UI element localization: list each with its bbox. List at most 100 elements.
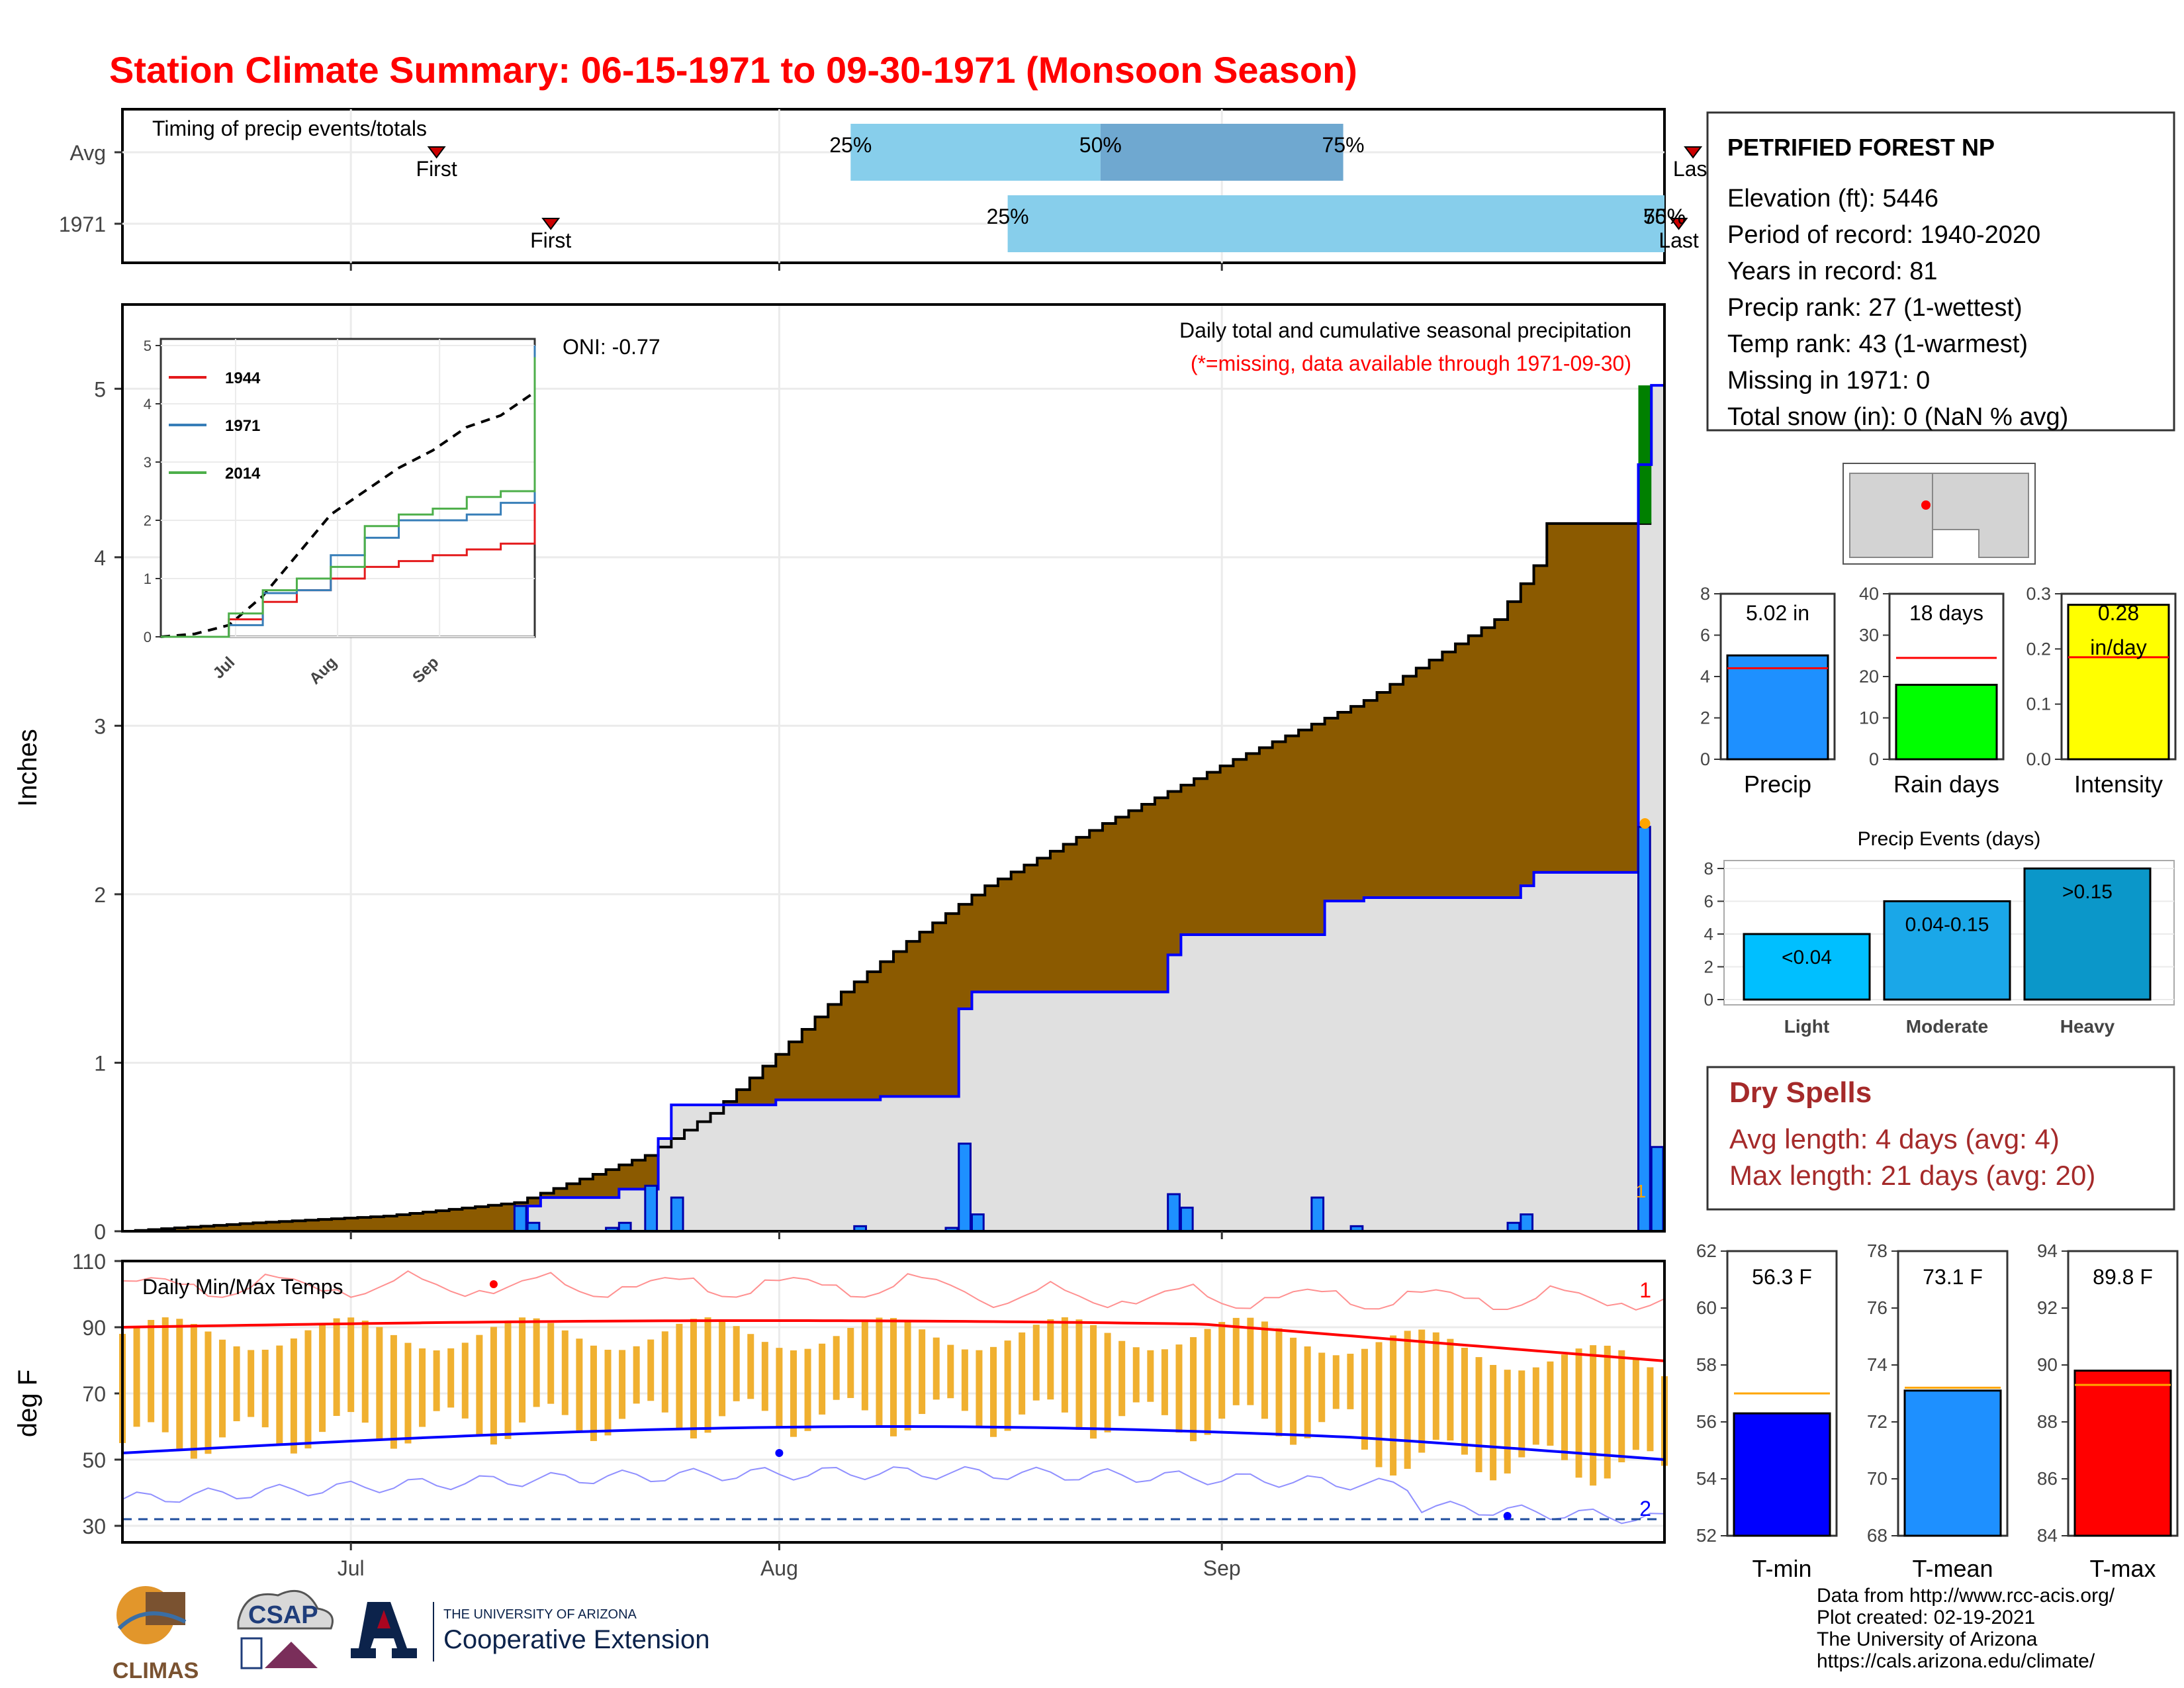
temp-count-bottom: 2: [1639, 1497, 1651, 1521]
timing-bar-50-75: [1100, 124, 1343, 181]
daily-precip-bar: [1650, 1146, 1664, 1233]
temp-xtick-label: Jul: [338, 1556, 365, 1580]
precip-ytick-label: 8: [1700, 584, 1710, 604]
climas-logo: CLIMAS: [113, 1586, 199, 1683]
daily-temp-bar: [819, 1343, 826, 1415]
tmean-ytick-label: 76: [1867, 1297, 1888, 1318]
tmean-ytick-label: 72: [1867, 1411, 1888, 1432]
inset-panel: [159, 338, 536, 638]
p50-label: 50%: [1079, 133, 1122, 157]
precip-ytick-label: 0: [1700, 749, 1710, 769]
raindays-value-label: 18 days: [1909, 601, 1983, 625]
daily-temp-bar: [390, 1335, 397, 1449]
station-location-marker: [1921, 500, 1931, 510]
daily-temp-bar: [1132, 1347, 1140, 1403]
record-high-marker: [489, 1280, 498, 1288]
daily-temp-bar: [1490, 1364, 1497, 1481]
daily-temp-bar: [1318, 1352, 1326, 1423]
daily-temp-bar: [1618, 1350, 1625, 1463]
events-category-label: Moderate: [1906, 1016, 1988, 1037]
record-high-line: [122, 1270, 1665, 1311]
daily-temp-bar: [1532, 1367, 1539, 1445]
daily-temp-bar: [347, 1317, 355, 1413]
daily-temp-bar: [733, 1326, 740, 1401]
tmean-ytick-label: 68: [1867, 1525, 1888, 1546]
main-ytick-label: 2: [94, 883, 106, 907]
raindays-ytick-label: 30: [1859, 626, 1879, 645]
csap-text: CSAP: [248, 1601, 318, 1629]
daily-temp-bar: [376, 1327, 383, 1440]
station-info-box: [1706, 111, 2175, 432]
main-panel-border: [121, 303, 1666, 1233]
dry-spells-line: Max length: 21 days (avg: 20): [1729, 1160, 2095, 1191]
daily-precip-bar: [1167, 1193, 1181, 1233]
raindays-label: Rain days: [1893, 771, 1999, 798]
tmax-ytick-label: 88: [2037, 1411, 2058, 1432]
daily-temp-bar: [1247, 1317, 1254, 1405]
daily-temp-bar: [1547, 1361, 1554, 1446]
tmean-ytick-label: 70: [1867, 1468, 1888, 1489]
daily-temp-bar: [1161, 1349, 1168, 1415]
daily-temp-bar: [561, 1330, 569, 1415]
daily-precip-bar: [1520, 1213, 1534, 1233]
events-bar-label: <0.04: [1782, 947, 1832, 968]
ua-line2: Cooperative Extension: [443, 1625, 709, 1654]
daily-temp-bar: [1047, 1319, 1054, 1400]
intensity-value-label: 0.28: [2098, 601, 2139, 625]
max-daily-marker: [1639, 818, 1651, 829]
record-low-marker: [775, 1449, 784, 1457]
precip-label: Precip: [1744, 771, 1811, 798]
precip-ytick-label: 2: [1700, 708, 1710, 728]
daily-temp-bar: [490, 1327, 497, 1445]
daily-precip-bar: [644, 1184, 659, 1233]
daily-temp-bar: [1261, 1321, 1268, 1419]
daily-temp-bar: [1475, 1357, 1482, 1473]
tmin-bar: [1733, 1412, 1831, 1537]
temp-ytick-label: 110: [72, 1250, 106, 1274]
daily-temp-bar: [1632, 1358, 1639, 1450]
daily-temp-bar: [861, 1321, 868, 1411]
temp-ytick-label: 50: [82, 1448, 106, 1472]
count-label: 1: [1636, 1181, 1647, 1201]
inset-ytick-label: 1: [144, 571, 152, 587]
inset-ytick-label: 3: [144, 454, 152, 471]
events-ytick-label: 4: [1704, 924, 1713, 944]
daily-temp-bar: [704, 1317, 711, 1433]
main-ylabel: Inches: [13, 729, 42, 807]
last-event-marker: [1669, 218, 1688, 230]
temp-title: Daily Min/Max Temps: [142, 1275, 343, 1299]
first-event-marker: [541, 218, 561, 230]
daily-temp-bar: [619, 1350, 626, 1419]
timing-row-label: Avg: [69, 141, 106, 165]
daily-temp-bar: [790, 1350, 797, 1437]
daily-temp-bar: [1604, 1345, 1611, 1479]
daily-temp-bar: [804, 1348, 811, 1431]
daily-temp-bar: [1518, 1370, 1525, 1458]
station-info-line: Precip rank: 27 (1-wettest): [1727, 294, 2023, 322]
inset-series-1944: [161, 404, 536, 638]
daily-precip-bar: [958, 1143, 972, 1233]
daily-temp-bar: [1090, 1325, 1097, 1439]
tmean-bar: [1903, 1389, 2002, 1537]
daily-temp-bar: [1561, 1354, 1568, 1460]
daily-temp-bar: [661, 1331, 668, 1413]
station-info-line: Elevation (ft): 5446: [1727, 185, 1938, 212]
page-title: Station Climate Summary: 06-15-1971 to 0…: [109, 49, 1357, 91]
main-ytick-label: 3: [94, 714, 106, 738]
daily-temp-bar: [533, 1318, 540, 1407]
daily-temp-bar: [304, 1330, 312, 1449]
daily-precip-bar: [1310, 1196, 1325, 1233]
intensity-ytick-label: 0.1: [2026, 694, 2051, 714]
daily-temp-bar: [1032, 1325, 1040, 1401]
events-title: Precip Events (days): [1858, 828, 2041, 850]
station-name: PETRIFIED FOREST NP: [1727, 134, 1995, 161]
daily-temp-bar: [333, 1318, 340, 1416]
daily-temp-bar: [1104, 1333, 1111, 1432]
tmean-ytick-label: 78: [1867, 1241, 1888, 1261]
tmax-ytick-label: 84: [2037, 1525, 2058, 1546]
daily-temp-bar: [161, 1317, 169, 1432]
temp-xtick-label: Sep: [1203, 1556, 1241, 1580]
events-bar-heavy: [2023, 867, 2152, 1001]
daily-temp-bar: [961, 1349, 968, 1411]
